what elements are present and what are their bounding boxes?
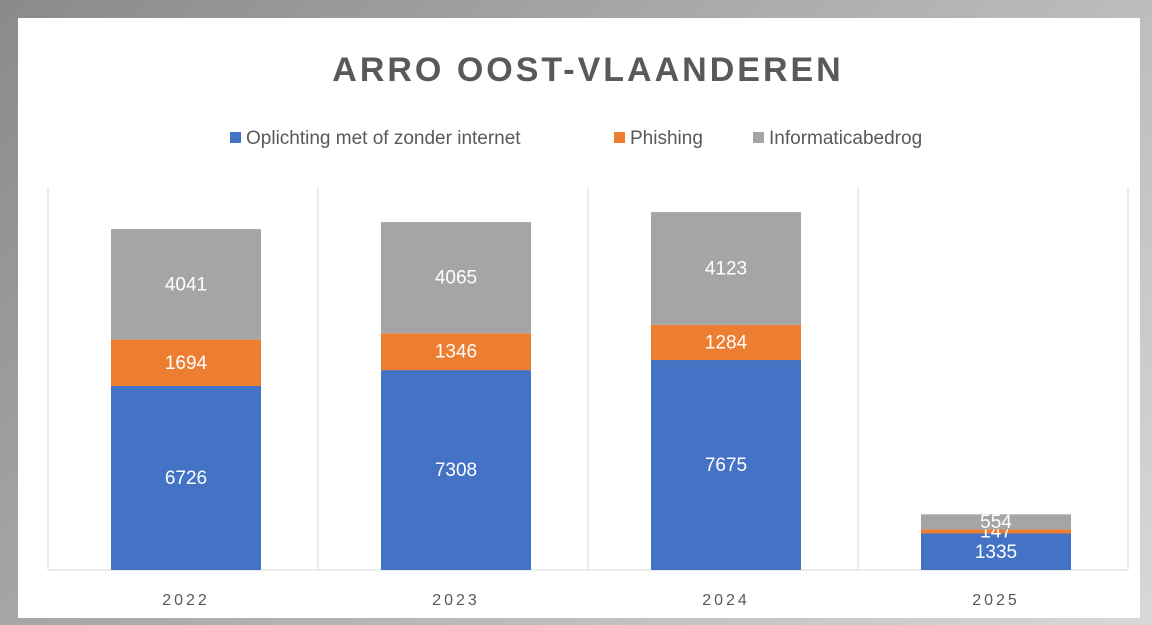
data-label: 554 [980,512,1012,533]
x-tick-label: 2025 [972,592,1020,609]
data-label: 7308 [435,460,477,481]
legend-label: Phishing [630,128,703,149]
bar-segment [111,339,261,386]
bar-segment [921,529,1071,534]
bar-segment [381,222,531,334]
bar-segment [651,324,801,361]
bar-segment [921,533,1071,570]
data-label: 4065 [435,268,477,289]
legend-swatch [230,132,241,143]
legend-label: Informaticabedrog [769,128,922,149]
bar-segment [111,229,261,340]
data-label: 1284 [705,332,748,353]
data-label: 1694 [165,353,208,374]
data-label: 4041 [165,274,207,295]
legend-swatch [614,132,625,143]
data-label: 7675 [705,455,747,476]
data-label: 1335 [975,542,1017,563]
bar-segment [921,514,1071,530]
legend-label: Oplichting met of zonder internet [246,128,521,149]
data-label: 1346 [435,342,477,363]
data-label: 6726 [165,468,207,489]
x-tick-label: 2024 [702,592,750,609]
bar-segment [381,333,531,371]
legend-swatch [753,132,764,143]
x-tick-label: 2022 [162,592,210,609]
data-label: 4123 [705,259,747,280]
bar-segment [381,370,531,570]
bar-segment [651,212,801,325]
bar-segment [651,360,801,570]
chart-title: ARRO OOST-VLAANDEREN [332,51,843,89]
bar-segment [111,385,261,570]
x-tick-label: 2023 [432,592,480,609]
